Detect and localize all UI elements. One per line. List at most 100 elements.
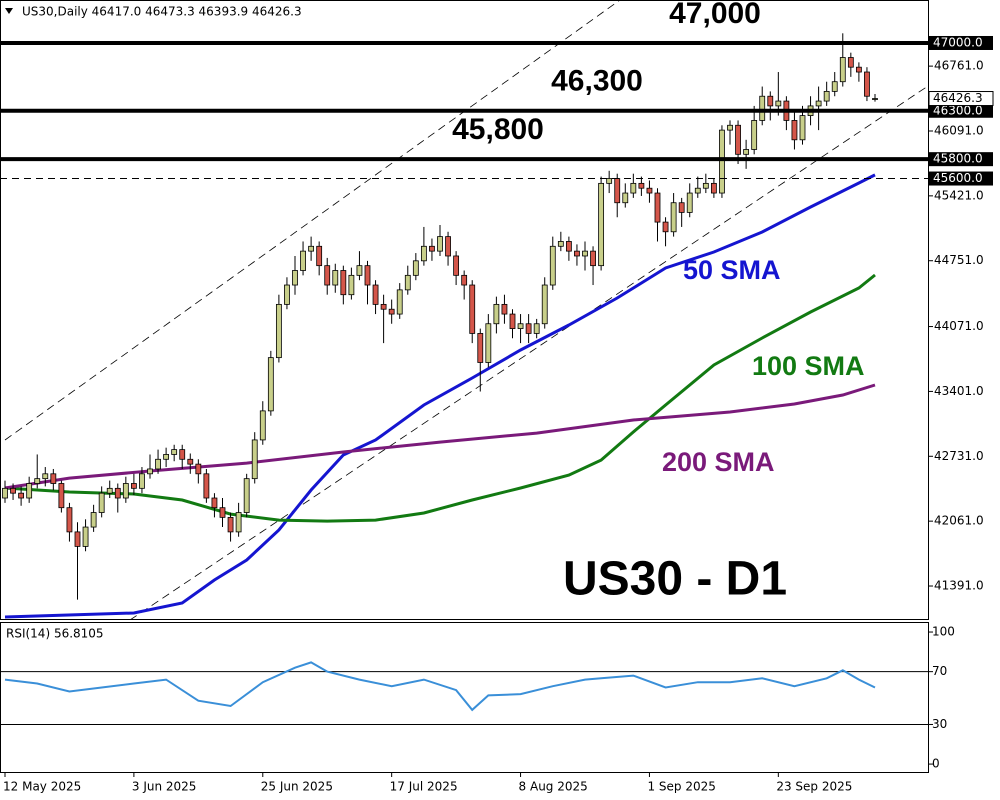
x-tick-label: 17 Jul 2025	[390, 780, 458, 794]
candle-body	[702, 182, 709, 189]
candle-body	[179, 449, 186, 460]
candle-body	[364, 265, 371, 286]
y-tick-label: 43401.0	[934, 384, 984, 398]
candle-body	[396, 289, 403, 315]
candle-body	[493, 303, 500, 325]
candle-body	[82, 526, 89, 547]
candle-body	[630, 182, 637, 194]
level-tag	[929, 171, 993, 186]
candle-body	[50, 473, 57, 484]
candle-body	[791, 120, 798, 141]
candle-body	[614, 178, 621, 204]
level-tag	[929, 103, 993, 118]
x-tick-label: 3 Jun 2025	[132, 780, 197, 794]
candle-body	[106, 487, 113, 494]
candle-body	[308, 245, 315, 252]
y-tick-label: 41391.0	[934, 579, 984, 593]
candle-body	[155, 458, 161, 470]
y-tick-label: 0	[932, 757, 940, 771]
candle-body	[872, 98, 878, 100]
candle-body	[10, 487, 16, 494]
candle-body	[437, 236, 443, 252]
candle-body	[799, 115, 806, 141]
candle-body	[235, 512, 242, 533]
header-arrow	[5, 8, 13, 14]
candle-body	[565, 241, 572, 252]
candle-body	[348, 274, 355, 296]
candle-body	[292, 270, 298, 286]
candle-body	[332, 270, 339, 286]
candle-body	[477, 333, 484, 363]
candle-body	[469, 284, 476, 334]
sma-label: 50 SMA	[683, 255, 781, 285]
candle-body	[388, 308, 395, 315]
candle-body	[26, 483, 33, 499]
candle-body	[670, 202, 677, 233]
candle-body	[356, 265, 363, 276]
candle-body	[130, 483, 137, 489]
level-label: 45,800	[452, 113, 544, 146]
candle-body	[831, 81, 838, 92]
candle-body	[775, 100, 782, 107]
candle-body	[453, 255, 460, 276]
candle-body	[557, 241, 564, 247]
candle-body	[445, 236, 451, 257]
candle-body	[203, 473, 210, 499]
candle-body	[340, 270, 347, 296]
y-tick-label: 42731.0	[934, 449, 984, 463]
candle-body	[219, 507, 226, 518]
candle-body	[139, 473, 145, 489]
level-tag-label: 45800.0	[933, 152, 983, 166]
candle-body	[211, 497, 218, 509]
candle-body	[686, 192, 693, 213]
candle-body	[847, 57, 854, 68]
candle-body	[300, 250, 306, 271]
y-tick-label: 30	[932, 717, 947, 731]
candle-body	[461, 274, 468, 286]
candle-body	[275, 303, 282, 359]
candle-body	[638, 182, 645, 189]
candle-body	[243, 478, 250, 513]
candle-body	[767, 95, 774, 107]
candle-body	[646, 187, 653, 194]
y-tick-label: 70	[932, 664, 947, 678]
main-plot	[2, 33, 878, 619]
sma-line	[4, 273, 876, 523]
y-tick-label: 46761.0	[934, 59, 984, 73]
candle-body	[147, 468, 153, 475]
level-label: 46,300	[551, 65, 643, 98]
candle-body	[582, 250, 588, 257]
candle-body	[622, 192, 629, 204]
sma-line	[4, 383, 876, 490]
candle-body	[187, 458, 194, 465]
candle-body	[380, 303, 387, 310]
candle-body	[815, 100, 822, 107]
candle-body	[58, 483, 65, 509]
candle-body	[316, 245, 323, 267]
level-tag	[929, 35, 993, 50]
candle-body	[485, 323, 492, 363]
candle-body	[823, 90, 830, 102]
chart-title: US30 - D1	[563, 553, 787, 606]
candle-body	[590, 250, 596, 267]
x-tick-label: 25 Jun 2025	[261, 780, 333, 794]
level-tag-label: 45600.0	[933, 171, 983, 185]
sma-line	[4, 173, 876, 619]
y-tick-label: 100	[932, 625, 955, 639]
candle-body	[171, 449, 178, 455]
channel-lower	[129, 85, 928, 620]
x-tick-label: 23 Sep 2025	[776, 780, 852, 794]
candle-body	[412, 260, 419, 276]
candle-body	[34, 478, 41, 484]
candle-body	[227, 516, 234, 533]
level-tag	[929, 152, 993, 167]
x-tick-label: 1 Sep 2025	[647, 780, 715, 794]
candle-body	[719, 129, 725, 194]
y-tick-label: 46091.0	[934, 123, 984, 137]
candle-body	[324, 265, 331, 286]
candle-body	[74, 531, 81, 547]
candle-body	[727, 124, 733, 131]
candle-body	[259, 410, 266, 441]
sma-label: 100 SMA	[752, 351, 865, 381]
y-tick-label: 42061.0	[934, 514, 984, 528]
